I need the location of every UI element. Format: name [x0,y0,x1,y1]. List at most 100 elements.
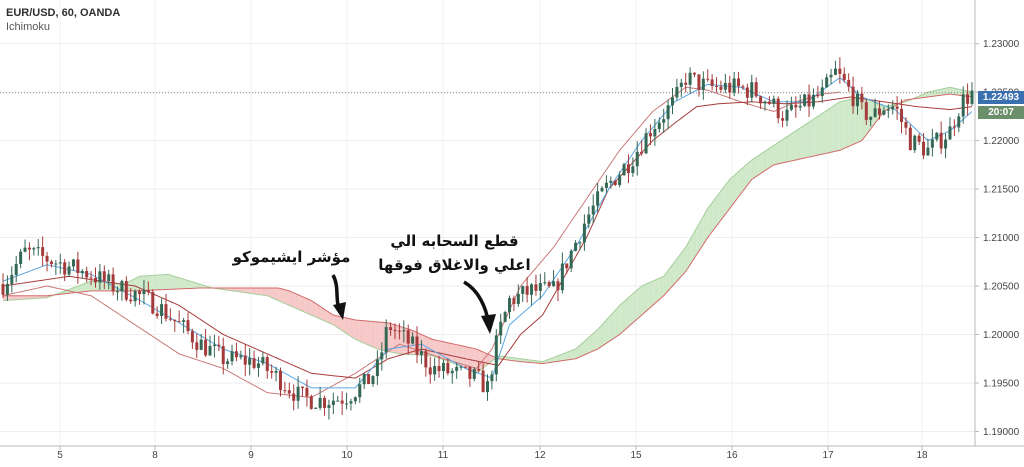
cloud-segment [296,294,298,310]
candle-body [543,282,546,283]
candle-body [244,355,247,364]
cloud-segment [776,143,778,165]
candle-body [407,330,410,343]
cloud-segment [606,318,608,344]
cloud-segment [617,305,619,336]
candle-body [59,262,62,263]
candle-body [834,69,837,75]
cloud-segment [598,327,600,349]
cloud-segment [684,247,686,274]
candle-body [349,401,352,403]
y-tick-label: 1.20500 [983,282,1020,293]
cloud-segment [743,166,745,191]
cloud-segment [287,290,289,305]
candle-body [213,345,216,346]
cloud-segment [675,259,677,284]
candle-body [816,95,819,96]
candle-body [319,398,322,408]
cloud-segment [842,101,844,149]
x-tick-label: 12 [534,450,546,461]
candle-body [275,371,278,373]
candle-body [301,387,304,388]
cloud-segment [166,274,168,289]
candle-body [358,384,361,397]
candle-body [138,291,141,294]
candle-body [416,336,419,354]
breakout-annotation-line1: قطع السحابه الي [372,232,537,250]
candle-body [574,243,577,251]
cloud-segment [672,262,674,286]
candle-body [931,139,934,147]
candle-body [843,74,846,80]
candle-body [565,264,568,269]
cloud-segment [822,112,824,154]
cloud-segment [670,265,672,289]
candle-body [521,286,524,294]
cloud-segment [320,306,322,320]
candle-body [266,357,269,371]
x-tick-label: 5 [57,450,63,461]
last-price-tag: 1.22493 [978,91,1024,104]
candle-body [768,102,771,104]
candle-body [940,133,943,149]
candle-body [116,291,119,292]
cloud-segment [342,317,344,332]
cloud-segment [10,296,12,300]
candle-body [552,281,555,286]
cloud-segment [278,288,280,302]
cloud-segment [316,303,318,318]
cloud-segment [609,315,611,342]
candle-body [878,108,881,114]
cloud-segment [435,340,437,358]
candle-body [781,118,784,120]
candle-body [50,262,53,264]
cloud-segment [943,88,945,95]
candle-body [314,408,317,409]
cloud-segment [644,284,646,313]
candle-body [292,393,295,400]
cloud-segment [637,288,639,319]
candle-body [94,278,97,282]
cloud-segment [635,290,637,321]
cloud-segment [957,89,959,95]
candle-body [98,271,101,282]
cloud-segment [778,141,780,164]
cloud-segment [571,350,573,360]
cloud-segment [355,320,357,340]
candle-body [825,77,828,87]
candle-body [129,300,132,302]
cloud-segment [311,301,313,317]
cloud-segment [769,147,771,168]
cloud-segment [816,116,818,155]
candle-body [711,79,714,85]
cloud-segment [661,276,663,297]
candle-body [957,116,960,127]
cloud-segment [717,194,719,226]
candle-body [464,367,467,368]
cloud-segment [650,281,652,307]
cloud-segment [941,89,943,95]
candle-body [786,110,789,121]
candle-body [253,358,256,368]
cloud-segment [813,118,815,156]
cloud-segment [631,294,633,325]
cloud-segment [184,279,186,289]
cloud-segment [756,156,758,177]
candle-body [323,398,326,408]
cloud-segment [250,288,252,294]
candle-body [583,224,586,243]
cloud-segment [285,290,287,305]
candle-body [896,107,899,109]
candle-body [305,388,308,396]
cloud-segment [584,339,586,355]
cloud-segment [133,279,135,291]
candle-body [614,181,617,185]
candle-body [332,401,335,405]
cloud-segment [269,288,271,298]
candle-body [556,281,559,290]
cloud-segment [314,302,316,317]
candle-body [706,79,709,80]
cloud-segment [626,298,628,329]
